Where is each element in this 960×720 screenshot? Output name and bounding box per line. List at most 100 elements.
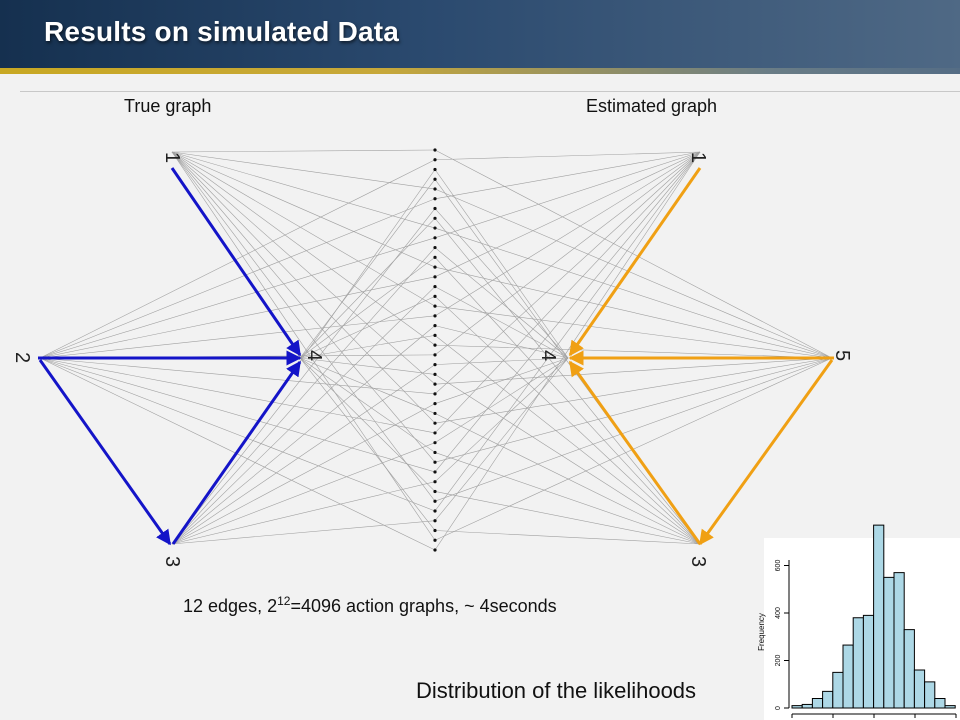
connector-line-left [171,247,436,545]
connector-line-left [171,520,436,545]
connector-line-right [434,257,701,545]
true-edge-1-4 [170,167,302,357]
histogram-label: Distribution of the likelihoods [416,678,696,703]
connector-line-right [434,357,833,463]
center-dot [433,314,437,318]
connector-line-left [299,257,436,359]
connector-line-right [434,357,833,502]
connector-line-right [434,188,833,359]
true-node-1: 1 [161,152,183,163]
center-dot [433,499,437,503]
connector-line-left [299,357,436,375]
connector-line-right [434,151,701,317]
connector-line-left [171,151,436,307]
histogram-bar [862,614,875,709]
true-edge-2-3 [38,359,172,546]
connector-line-right [434,530,701,545]
connector-line-left [299,218,436,359]
center-dot [433,158,437,162]
estimated-edge-5-3 [698,359,834,546]
histogram-bar [903,629,915,709]
center-dot [433,197,437,201]
histogram-ytick-label: 400 [775,607,782,619]
center-dot [433,382,437,386]
center-dot [433,489,437,494]
connector-line-right [434,296,701,545]
true-node-2: 2 [11,352,33,363]
center-dot [433,148,437,152]
results-caption: 12 edges, 212=4096 action graphs, ~ 4sec… [183,594,557,616]
center-dot [433,353,437,357]
connector-line-right [434,227,833,359]
connector-line-right [434,151,701,239]
connector-line-right [434,335,701,545]
connector-line-right [434,452,701,545]
connector-line-right [434,357,833,385]
connector-line-left [39,315,436,359]
connector-line-right [434,169,569,359]
estimated-node-3: 3 [687,556,709,567]
estimated-node-4: 4 [537,350,559,361]
center-dot [433,392,437,396]
center-dot [433,441,437,445]
connector-line-left [39,159,436,359]
center-dot [433,538,437,542]
connector-line-right [434,151,701,278]
connector-line-right [434,151,701,356]
connector-line-left [39,276,436,359]
connector-line-right [434,151,701,434]
histogram-bar [934,698,946,709]
center-dot [433,304,437,308]
histogram-bar [832,671,844,709]
center-dot [433,460,437,464]
center-dot [433,470,437,474]
estimated-graph-edges [568,167,834,546]
center-dot [433,343,437,347]
connector-line-left [299,357,436,531]
connector-line-left [171,403,436,545]
connector-line-left [299,357,436,492]
connector-line-right [434,286,569,359]
connector-line-left [39,357,436,512]
histogram-bar [944,705,956,709]
connector-line-left [171,149,436,153]
connector-line-left [171,151,436,463]
estimated-graph-label: Estimated graph [586,96,718,116]
center-dot [433,480,437,484]
center-dot [433,226,437,230]
center-dot [433,548,437,552]
connector-line-left [299,179,436,359]
connector-line-left [171,151,436,190]
connector-line-right [434,151,701,473]
histogram-bar [822,690,834,709]
connector-line-right [434,305,833,359]
connector-line-right [434,151,701,551]
connector-line-left [171,151,436,541]
connector-line-right [434,325,569,359]
connector-line-left [171,151,436,229]
likelihood-histogram: 0 200 400 600 Frequency [757,524,960,720]
center-dot [433,333,437,337]
histogram-bar [852,617,864,709]
center-dot [433,509,437,513]
connector-line-right [434,357,569,443]
connector-line-right [434,344,833,359]
header-accent-band [0,68,960,74]
connector-line-right [434,357,569,404]
connector-line-left [171,286,436,545]
connector-line-left [299,357,436,414]
connector-line-left [171,151,436,268]
connector-line-right [434,151,701,512]
connector-line-left [39,357,436,473]
center-dot [433,324,437,328]
connector-line-left [299,296,436,359]
histogram-bar [913,669,926,709]
connector-line-right [434,149,833,359]
histogram-bar [883,576,895,709]
connector-line-left [171,151,436,424]
slide-title: Results on simulated Data [44,16,400,47]
center-dot [433,528,437,533]
caption-superscript: 12 [277,594,291,608]
center-dot [433,265,437,269]
